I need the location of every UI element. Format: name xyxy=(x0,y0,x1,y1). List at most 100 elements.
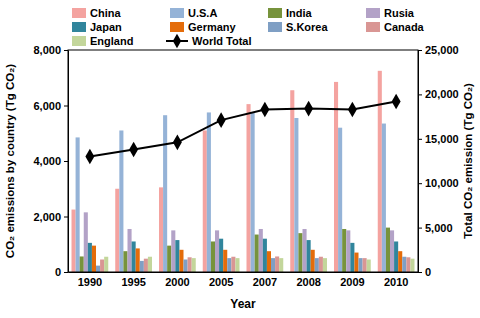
bar-series xyxy=(84,212,394,272)
bar xyxy=(123,251,127,272)
bar xyxy=(382,124,386,272)
bar xyxy=(235,258,239,272)
bar xyxy=(367,260,371,272)
legend-item: England xyxy=(72,35,133,47)
marker xyxy=(129,142,138,158)
legend-swatch xyxy=(366,22,380,32)
y2-axis: 05,00010,00015,00020,00025,000 xyxy=(418,44,459,278)
bar xyxy=(290,90,294,272)
bar-series xyxy=(80,228,390,272)
tick-label: 2000 xyxy=(165,276,189,288)
bar xyxy=(203,130,207,272)
tick: 2007 xyxy=(253,272,277,288)
tick-label: 2010 xyxy=(384,276,408,288)
tick-label: 0 xyxy=(55,266,61,278)
marker xyxy=(392,94,401,110)
bar xyxy=(311,250,315,272)
bar xyxy=(211,241,215,272)
tick-label: 2009 xyxy=(340,276,364,288)
tick-mark xyxy=(64,50,68,51)
tick: 2000 xyxy=(165,272,189,288)
legend-item: World Total xyxy=(166,34,251,48)
legend-item: U.S.A xyxy=(170,7,217,19)
legend-label: U.S.A xyxy=(188,7,217,19)
bar xyxy=(163,115,167,272)
bar xyxy=(334,82,338,272)
legend-label: S.Korea xyxy=(286,21,328,33)
x-axis-title: Year xyxy=(230,297,256,311)
marker xyxy=(260,102,269,118)
bar xyxy=(100,260,104,272)
tick-label: 15,000 xyxy=(425,133,459,145)
y2-axis-title: Total CO₂ emission (Tg CO₂) xyxy=(462,83,474,239)
bar xyxy=(294,118,298,272)
legend-swatch xyxy=(170,22,184,32)
bar xyxy=(231,257,235,272)
bar xyxy=(227,258,231,272)
tick: 6,000 xyxy=(33,100,68,112)
tick-label: 8,000 xyxy=(33,44,61,56)
legend-swatch xyxy=(268,8,282,18)
tick: 8,000 xyxy=(33,44,68,56)
bar xyxy=(378,71,382,272)
legend-item: Canada xyxy=(366,21,425,33)
bar xyxy=(144,259,148,272)
tick: 2009 xyxy=(340,272,364,288)
tick-label: 6,000 xyxy=(33,100,61,112)
plot-frame xyxy=(68,50,418,272)
legend-swatch xyxy=(170,8,184,18)
bar xyxy=(104,257,108,272)
bar xyxy=(394,241,398,272)
plot-marks xyxy=(72,71,415,272)
bar xyxy=(188,257,192,272)
legend-label: England xyxy=(90,35,133,47)
bar xyxy=(267,251,271,272)
line xyxy=(90,102,396,157)
tick-label: 0 xyxy=(425,266,431,278)
bar xyxy=(255,235,259,272)
axis-line xyxy=(68,51,69,273)
marker xyxy=(173,135,182,151)
legend-swatch xyxy=(366,8,380,18)
legend-swatch xyxy=(72,36,86,46)
bar xyxy=(96,266,100,272)
tick-mark xyxy=(64,106,68,107)
legend-label: World Total xyxy=(192,35,251,47)
bar xyxy=(148,257,152,272)
legend-swatch xyxy=(268,22,282,32)
tick: 20,000 xyxy=(418,88,459,100)
bar xyxy=(84,212,88,272)
legend-swatch xyxy=(72,22,86,32)
bar xyxy=(179,250,183,272)
chart: 02,0004,0006,0008,00005,00010,00015,0002… xyxy=(0,0,480,318)
bar xyxy=(175,240,179,272)
tick-label: 4,000 xyxy=(33,155,61,167)
marker xyxy=(85,149,94,165)
bar xyxy=(307,240,311,272)
bar xyxy=(350,243,354,272)
tick-label: 2005 xyxy=(209,276,233,288)
bar xyxy=(247,104,251,272)
legend-item: China xyxy=(72,7,121,19)
tick: 1995 xyxy=(121,272,145,288)
bar-series xyxy=(72,71,382,272)
bar xyxy=(406,257,410,272)
legend-label: Germany xyxy=(188,21,237,33)
bar xyxy=(115,189,119,272)
bar xyxy=(184,260,188,272)
legend-item: Germany xyxy=(170,21,237,33)
bar xyxy=(132,241,136,272)
bar xyxy=(223,250,227,272)
bar xyxy=(136,248,140,272)
tick: 5,000 xyxy=(418,222,453,234)
legend-item: S.Korea xyxy=(268,21,328,33)
bar xyxy=(167,246,171,272)
bar xyxy=(319,257,323,272)
bar xyxy=(207,112,211,272)
bar-series xyxy=(96,257,406,272)
tick: 2008 xyxy=(296,272,320,288)
legend-label: Japan xyxy=(90,21,122,33)
bar xyxy=(323,258,327,272)
bar xyxy=(72,210,76,272)
bar xyxy=(398,251,402,272)
